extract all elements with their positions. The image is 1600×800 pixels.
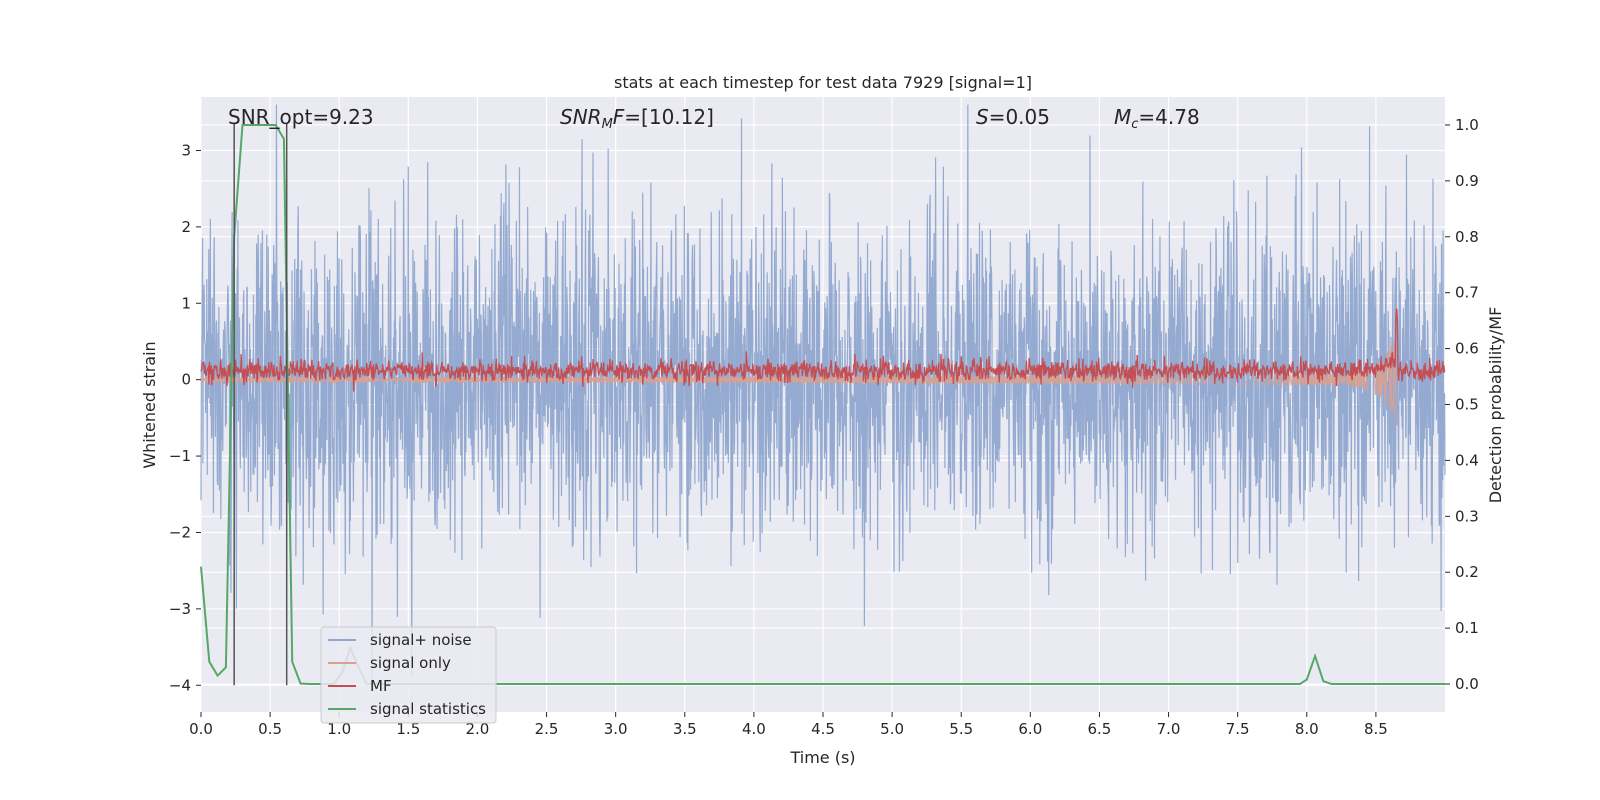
y-tick-label-0: 3 <box>181 141 191 159</box>
x-tick-label-11: 5.5 <box>949 720 973 738</box>
x-tick-label-0: 0.0 <box>189 720 213 738</box>
mc-value: =4.78 <box>1138 105 1199 129</box>
annotation-mc: Mc=4.78 <box>1114 105 1200 132</box>
y-tick-label-7: −4 <box>169 676 191 694</box>
x-tick-label-7: 3.5 <box>673 720 697 738</box>
signal-noise-line <box>200 104 1446 679</box>
annotation-s: S=0.05 <box>976 105 1050 129</box>
vertical-markers <box>233 123 288 686</box>
x-tick-label-16: 8.0 <box>1295 720 1319 738</box>
x-tick-label-14: 7.0 <box>1157 720 1181 738</box>
legend-box <box>320 626 497 724</box>
y-tick-label-1: 2 <box>181 218 191 236</box>
snr-mf-value: =[10.12] <box>624 105 714 129</box>
series-mf <box>200 308 1446 392</box>
legend-label-signal-noise: signal+ noise <box>370 631 472 649</box>
y-tick-label-5: −2 <box>169 523 191 541</box>
mc-subscript: c <box>1131 117 1138 132</box>
y-tick-label-6: −3 <box>169 600 191 618</box>
y-right-tick-label-2: 0.8 <box>1455 228 1479 246</box>
x-tick-label-12: 6.0 <box>1018 720 1042 738</box>
y-axis-label: Whitened strain <box>140 341 159 468</box>
series-signal-only <box>200 333 1397 426</box>
series-signal-noise <box>200 104 1446 679</box>
y-right-tick-label-0: 1.0 <box>1455 116 1479 134</box>
y-right-tick-label-7: 0.3 <box>1455 507 1479 525</box>
x-tick-label-9: 4.5 <box>811 720 835 738</box>
y-right-axis-label: Detection probability/MF <box>1486 307 1505 504</box>
legend-label-signal-statistics: signal statistics <box>370 700 486 718</box>
x-tick-label-5: 2.5 <box>535 720 559 738</box>
y-right-tick-label-4: 0.6 <box>1455 340 1479 358</box>
x-tick-label-13: 6.5 <box>1088 720 1112 738</box>
signal-only-line <box>200 333 1397 426</box>
x-tick-label-1: 0.5 <box>258 720 282 738</box>
x-axis-label: Time (s) <box>789 748 855 767</box>
snr-mf-italic: F <box>613 105 625 129</box>
y-axis-ticks: 3 2 1 0 −1 −2 −3 −4 <box>169 141 201 694</box>
y-right-tick-label-6: 0.4 <box>1455 451 1479 469</box>
legend-label-signal-only: signal only <box>370 654 451 672</box>
x-tick-label-10: 5.0 <box>880 720 904 738</box>
annotation-snr-opt: SNR_opt=9.23 <box>228 105 374 129</box>
x-tick-label-17: 8.5 <box>1364 720 1388 738</box>
y-right-axis-ticks: 1.0 0.9 0.8 0.7 0.6 0.5 0.4 0.3 0.2 0.1 0.0 <box>1445 116 1479 693</box>
y-right-tick-label-9: 0.1 <box>1455 619 1479 637</box>
x-axis-ticks: 0.0 0.5 1.0 1.5 2.0 2.5 3.0 3.5 4.0 4.5 5.0 5.5 6.0 6… <box>189 712 1388 738</box>
snr-mf-symbol: SNR <box>560 105 602 129</box>
legend-label-mf: MF <box>370 677 392 695</box>
y-tick-label-4: −1 <box>169 447 191 465</box>
x-tick-label-3: 1.5 <box>396 720 420 738</box>
x-tick-label-2: 1.0 <box>327 720 351 738</box>
s-value: =0.05 <box>989 105 1050 129</box>
y-tick-label-2: 1 <box>181 294 191 312</box>
y-tick-label-3: 0 <box>181 371 191 389</box>
x-tick-label-4: 2.0 <box>466 720 490 738</box>
mf-line <box>200 308 1446 392</box>
y-right-tick-label-1: 0.9 <box>1455 172 1479 190</box>
annotation-snr-mf: SNRMF=[10.12] <box>560 105 714 132</box>
y-right-tick-label-8: 0.2 <box>1455 563 1479 581</box>
x-tick-label-15: 7.5 <box>1226 720 1250 738</box>
x-tick-label-8: 4.0 <box>742 720 766 738</box>
legend: signal+ noise signal only MF signal stat… <box>320 626 497 724</box>
y-right-tick-label-3: 0.7 <box>1455 284 1479 302</box>
y-right-tick-label-5: 0.5 <box>1455 396 1479 414</box>
chart-title: stats at each timestep for test data 792… <box>614 73 1032 92</box>
s-symbol: S <box>976 105 989 129</box>
y-right-tick-label-10: 0.0 <box>1455 675 1479 693</box>
snr-mf-subscript: M <box>602 117 613 132</box>
mc-symbol: M <box>1114 105 1131 129</box>
x-tick-label-6: 3.0 <box>604 720 628 738</box>
